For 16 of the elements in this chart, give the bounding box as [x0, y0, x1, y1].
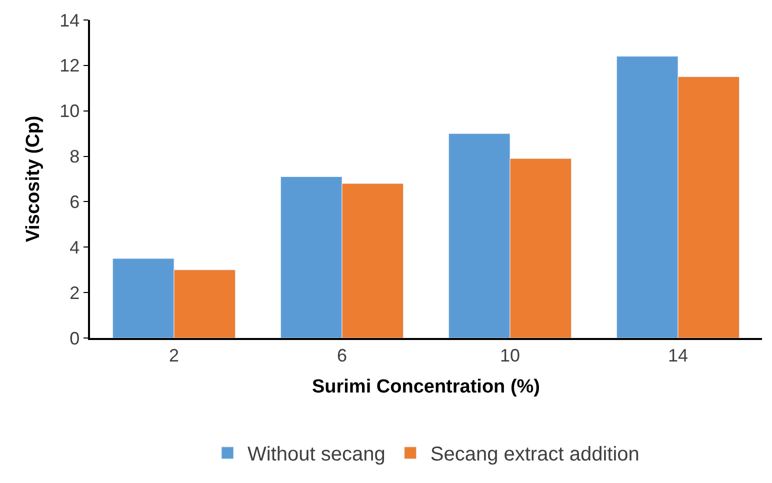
- x-tick-label: 10: [500, 345, 520, 366]
- x-tick-label: 2: [168, 345, 180, 366]
- x-tick-label: 14: [668, 345, 688, 366]
- y-tick-label: 12: [60, 56, 80, 76]
- legend-label: Without secang: [248, 444, 386, 466]
- y-tick-label: 4: [70, 237, 80, 258]
- y-tick-label: 2: [70, 282, 80, 303]
- legend-label: Secang extract addition: [430, 444, 640, 466]
- y-tick-label: 14: [60, 10, 80, 30]
- y-tick-label: 6: [70, 192, 80, 212]
- x-tick-label: 6: [336, 345, 348, 366]
- x-axis-title: Surimi Concentration (%): [312, 376, 540, 398]
- y-tick-label: 0: [70, 328, 80, 348]
- y-tick-label: 10: [60, 101, 80, 122]
- y-tick-label: 8: [70, 146, 80, 167]
- y-axis-title: Viscosity (Cp): [22, 116, 44, 242]
